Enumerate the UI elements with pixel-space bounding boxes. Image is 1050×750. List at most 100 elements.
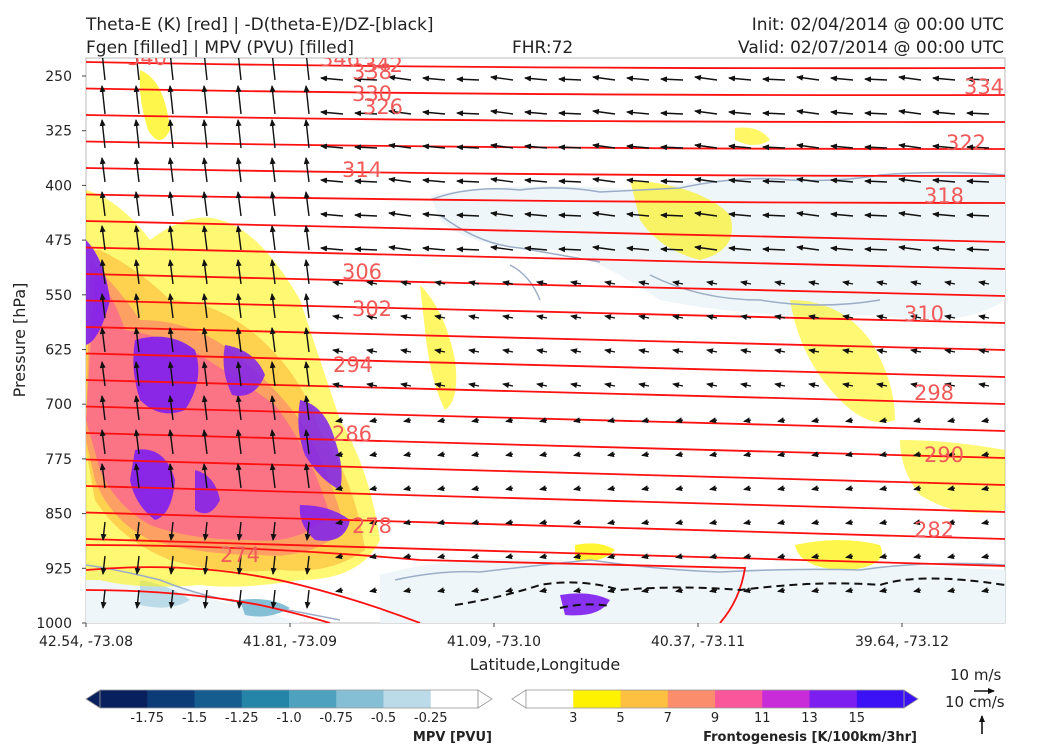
wind-vector xyxy=(626,143,650,150)
wind-vector xyxy=(592,74,616,81)
wind-vector xyxy=(743,519,752,526)
wind-vector xyxy=(167,293,174,319)
fgen-colorbar-extend-right xyxy=(903,689,919,709)
wind-vector xyxy=(777,417,786,424)
wind-vector xyxy=(694,244,718,251)
wind-vector xyxy=(675,451,684,458)
wind-vector xyxy=(133,361,140,387)
wind-vector xyxy=(235,58,242,81)
wind-vector xyxy=(910,348,922,355)
wind-vector xyxy=(626,75,650,82)
wind-vector xyxy=(133,327,140,353)
wind-vector xyxy=(167,157,174,183)
wind-vector xyxy=(536,314,548,321)
theta-e-line xyxy=(86,458,1005,486)
mpv-outline-line xyxy=(439,214,601,263)
wind-vector xyxy=(471,485,480,492)
wind-vector xyxy=(592,176,616,183)
wind-vector xyxy=(524,143,548,150)
wind-vector xyxy=(573,587,582,594)
wind-vector xyxy=(133,85,140,115)
wind-vector xyxy=(422,177,446,184)
wind-vector xyxy=(99,361,106,387)
theta-e-line xyxy=(86,193,1005,204)
wind-vector xyxy=(728,211,752,218)
wind-vector xyxy=(675,553,684,560)
theta-e-label: 274 xyxy=(220,543,260,567)
wind-vector xyxy=(388,176,412,183)
wind-vector xyxy=(672,382,684,389)
wind-vector xyxy=(879,451,888,458)
wind-vector xyxy=(99,225,106,251)
mpv-colorbar-swatch xyxy=(147,690,195,708)
mpv-colorbar-label: -0.25 xyxy=(414,711,448,726)
wind-vector xyxy=(660,76,684,83)
wind-vector xyxy=(354,246,378,253)
wind-vector xyxy=(694,74,718,81)
theta-e-line xyxy=(86,220,1005,243)
wind-vector xyxy=(456,212,480,219)
wind-vector xyxy=(133,293,140,319)
wind-vector xyxy=(558,246,582,253)
wind-vector xyxy=(201,259,208,285)
wind-vector xyxy=(743,587,752,594)
wind-vector xyxy=(845,553,854,560)
theta-e-label: 314 xyxy=(342,158,382,182)
wind-vector xyxy=(573,485,582,492)
wind-vector xyxy=(369,451,378,458)
wind-vector xyxy=(728,109,752,116)
wind-vector xyxy=(133,157,140,183)
wind-vector xyxy=(335,587,344,594)
wind-vector xyxy=(167,58,174,81)
wind-vector xyxy=(743,485,752,492)
wind-vector xyxy=(709,417,718,424)
x-axis: 42.54, -73.08 41.81, -73.09 41.09, -73.10 4… xyxy=(39,623,949,650)
wind-scale-key: 10 m/s 10 cm/s xyxy=(945,666,1005,734)
wind-vector xyxy=(864,110,888,117)
wind-vector xyxy=(879,485,888,492)
valid-time: Valid: 02/07/2014 @ 00:00 UTC xyxy=(738,38,1004,58)
wind-vector xyxy=(981,519,990,526)
wind-vector xyxy=(335,485,344,492)
wind-vector xyxy=(134,555,141,575)
theta-e-line xyxy=(86,114,1005,123)
wind-vector xyxy=(471,553,480,560)
wind-vector xyxy=(808,280,820,287)
wind-vector xyxy=(468,348,480,355)
wind-vector xyxy=(456,246,480,253)
filled-region xyxy=(133,336,199,414)
wind-vector xyxy=(502,314,514,321)
wind-vector xyxy=(558,110,582,117)
wind-vector xyxy=(641,485,650,492)
mpv-outline-line xyxy=(394,559,1005,581)
wind-vector xyxy=(808,314,820,321)
wind-vector xyxy=(539,417,548,424)
wind-vector xyxy=(981,451,990,458)
wind-vector xyxy=(369,417,378,424)
wind-vector xyxy=(641,417,650,424)
theta-e-label: 298 xyxy=(914,381,954,405)
wind-vector xyxy=(592,244,616,251)
y-tick-label: 925 xyxy=(45,561,72,577)
wind-vector xyxy=(709,485,718,492)
wind-vector xyxy=(167,259,174,285)
wind-vector xyxy=(947,451,956,458)
wind-vector xyxy=(604,280,616,287)
wind-vector xyxy=(675,587,684,594)
wind-vector xyxy=(269,463,276,489)
wind-vector xyxy=(304,521,311,541)
wind-vector xyxy=(133,395,140,421)
wind-vector xyxy=(303,463,310,489)
wind-vector xyxy=(947,587,956,594)
wind-vector xyxy=(236,555,243,575)
wind-vector xyxy=(978,348,990,355)
wind-vector xyxy=(706,280,718,287)
wind-vector xyxy=(796,142,820,149)
x-tick-label: 41.81, -73.09 xyxy=(243,634,337,650)
wind-vector xyxy=(879,553,888,560)
wind-vector xyxy=(811,417,820,424)
mpv-colorbar-label: -1.0 xyxy=(276,711,301,726)
mpv-colorbar-label: -1.5 xyxy=(182,711,207,726)
wind-vector xyxy=(269,429,276,455)
wind-vector xyxy=(913,553,922,560)
